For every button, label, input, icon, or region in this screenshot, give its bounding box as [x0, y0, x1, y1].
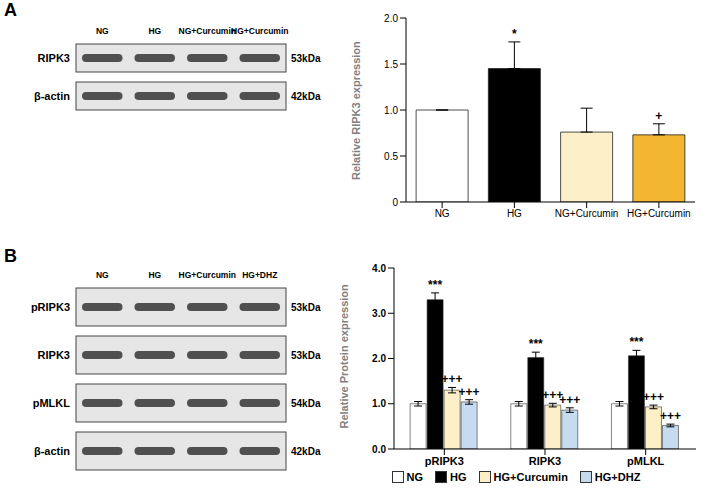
svg-text:53kDa: 53kDa	[291, 350, 321, 361]
svg-text:+++: +++	[459, 385, 480, 399]
svg-text:+++: +++	[660, 409, 681, 423]
svg-text:1.0: 1.0	[372, 398, 386, 409]
svg-text:pMLKL: pMLKL	[627, 455, 665, 467]
svg-text:2.0: 2.0	[384, 13, 398, 24]
svg-text:NG: NG	[96, 26, 109, 36]
svg-text:pMLKL: pMLKL	[33, 397, 71, 409]
svg-text:3.0: 3.0	[372, 308, 386, 319]
svg-text:4.0: 4.0	[372, 263, 386, 274]
svg-text:*: *	[512, 27, 517, 41]
svg-text:pRIPK3: pRIPK3	[425, 455, 464, 467]
svg-text:NG: NG	[96, 270, 109, 280]
svg-text:NG: NG	[435, 208, 450, 219]
svg-text:Relative Protein expression: Relative Protein expression	[338, 284, 350, 429]
svg-text:HG+Curcumin: HG+Curcumin	[179, 270, 236, 280]
html-text:B: B	[4, 246, 17, 266]
svg-text:53kDa: 53kDa	[291, 53, 321, 64]
svg-text:HG: HG	[148, 270, 161, 280]
svg-text:HG+DHZ: HG+DHZ	[242, 270, 277, 280]
html-text:NG: NG	[406, 471, 424, 483]
svg-text:54kDa: 54kDa	[291, 398, 321, 409]
svg-text:42kDa: 42kDa	[291, 446, 321, 457]
html-text:HG+Curcumin: HG+Curcumin	[493, 471, 568, 483]
svg-text:0.0: 0.0	[372, 444, 386, 455]
svg-text:***: ***	[629, 335, 643, 349]
svg-text:RIPK3: RIPK3	[38, 52, 70, 64]
svg-text:β-actin: β-actin	[34, 445, 70, 457]
svg-text:0.5: 0.5	[384, 151, 398, 162]
svg-text:0: 0	[392, 197, 398, 208]
svg-text:HG+Curcumin: HG+Curcumin	[231, 26, 288, 36]
svg-text:+++: +++	[643, 390, 664, 404]
svg-text:+: +	[655, 109, 662, 123]
svg-text:+++: +++	[559, 393, 580, 407]
svg-text:***: ***	[428, 278, 442, 292]
svg-text:HG+Curcumin: HG+Curcumin	[627, 208, 691, 219]
html-text:HG+DHZ: HG+DHZ	[594, 471, 641, 483]
svg-text:RIPK3: RIPK3	[529, 455, 561, 467]
svg-text:42kDa: 42kDa	[291, 91, 321, 102]
svg-text:RIPK3: RIPK3	[38, 349, 70, 361]
html-text:HG: HG	[450, 471, 467, 483]
svg-text:53kDa: 53kDa	[291, 302, 321, 313]
svg-text:β-actin: β-actin	[34, 90, 70, 102]
svg-text:NG+Curcumin: NG+Curcumin	[179, 26, 236, 36]
svg-text:***: ***	[529, 337, 543, 351]
svg-text:HG: HG	[507, 208, 522, 219]
svg-text:HG: HG	[148, 26, 161, 36]
svg-text:1.5: 1.5	[384, 59, 398, 70]
html-text:A: A	[4, 0, 17, 20]
svg-text:NG+Curcumin: NG+Curcumin	[555, 208, 619, 219]
svg-text:1.0: 1.0	[384, 105, 398, 116]
svg-text:2.0: 2.0	[372, 353, 386, 364]
svg-text:Relative RIPK3 expression: Relative RIPK3 expression	[350, 41, 362, 180]
svg-text:pRIPK3: pRIPK3	[31, 301, 70, 313]
